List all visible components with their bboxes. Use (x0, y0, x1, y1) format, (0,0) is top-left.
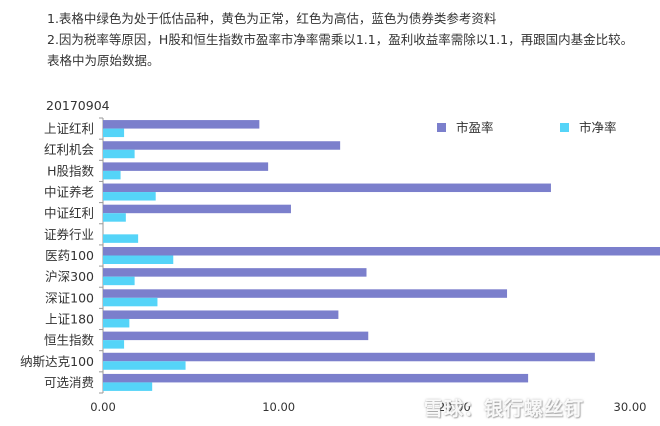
x-tick-label: 0.00 (90, 400, 116, 414)
category-label: 医药100 (45, 248, 94, 263)
category-label: 中证红利 (44, 206, 94, 221)
note-line-2: 2.因为税率等原因，H股和恒生指数市盈率市净率需乘以1.1，盈利收益率需除以1.… (47, 32, 634, 47)
bar-pe (103, 310, 339, 319)
bar-pb (103, 234, 139, 243)
bar-pb (103, 318, 130, 328)
x-tick-label: 10.00 (262, 400, 295, 414)
category-label: 深证100 (45, 290, 94, 305)
bar-pe (103, 331, 369, 341)
category-label: 可选消费 (44, 375, 94, 390)
category-label: 红利机会 (44, 142, 95, 157)
note-line-1: 1.表格中绿色为处于低估品种，黄色为正常，红色为高估，蓝色为债券类参考资料 (47, 11, 497, 26)
bar-pb (103, 382, 153, 391)
bar-pb (103, 255, 174, 264)
bar-pb (103, 361, 186, 370)
category-label: H股指数 (47, 163, 94, 178)
bar-pe (103, 141, 341, 150)
bar-pb (103, 297, 158, 307)
category-label: 纳斯达克100 (20, 354, 94, 369)
category-label: 上证180 (45, 311, 94, 326)
bar-pe (103, 373, 529, 383)
bar-pe (103, 289, 508, 298)
note-line-3: 表格中为原始数据。 (47, 53, 160, 68)
legend-swatch (437, 123, 446, 132)
bar-pe (103, 247, 660, 256)
bar-pe (103, 120, 260, 129)
legend-label: 市净率 (579, 120, 617, 135)
legend-label: 市盈率 (456, 120, 494, 135)
x-tick-label: 30.00 (614, 400, 647, 414)
notes: 1.表格中绿色为处于低估品种，黄色为正常，红色为高估，蓝色为债券类参考资料 2.… (47, 8, 633, 71)
category-label: 证券行业 (44, 227, 94, 242)
category-label: 中证养老 (44, 185, 94, 200)
bar-pb (103, 170, 121, 180)
bar-pe (103, 183, 551, 193)
bar-pb (103, 340, 125, 349)
x-tick-label: 20.00 (438, 400, 471, 414)
category-label: 恒生指数 (44, 333, 95, 348)
bar-pe (103, 204, 291, 214)
bar-pe (103, 268, 367, 277)
chart-title: 20170904 (46, 98, 110, 113)
bar-pb (103, 213, 126, 222)
bar-pe (103, 162, 269, 171)
bar-pb (103, 276, 135, 286)
category-label: 上证红利 (44, 121, 94, 136)
bar-pe (103, 352, 595, 362)
bar-pb (103, 149, 135, 159)
bar-pb (103, 128, 125, 138)
bar-pb (103, 192, 156, 201)
watermark: 雪球：银行螺丝钉 (424, 398, 585, 420)
legend-swatch (560, 123, 569, 132)
category-label: 沪深300 (45, 269, 94, 284)
